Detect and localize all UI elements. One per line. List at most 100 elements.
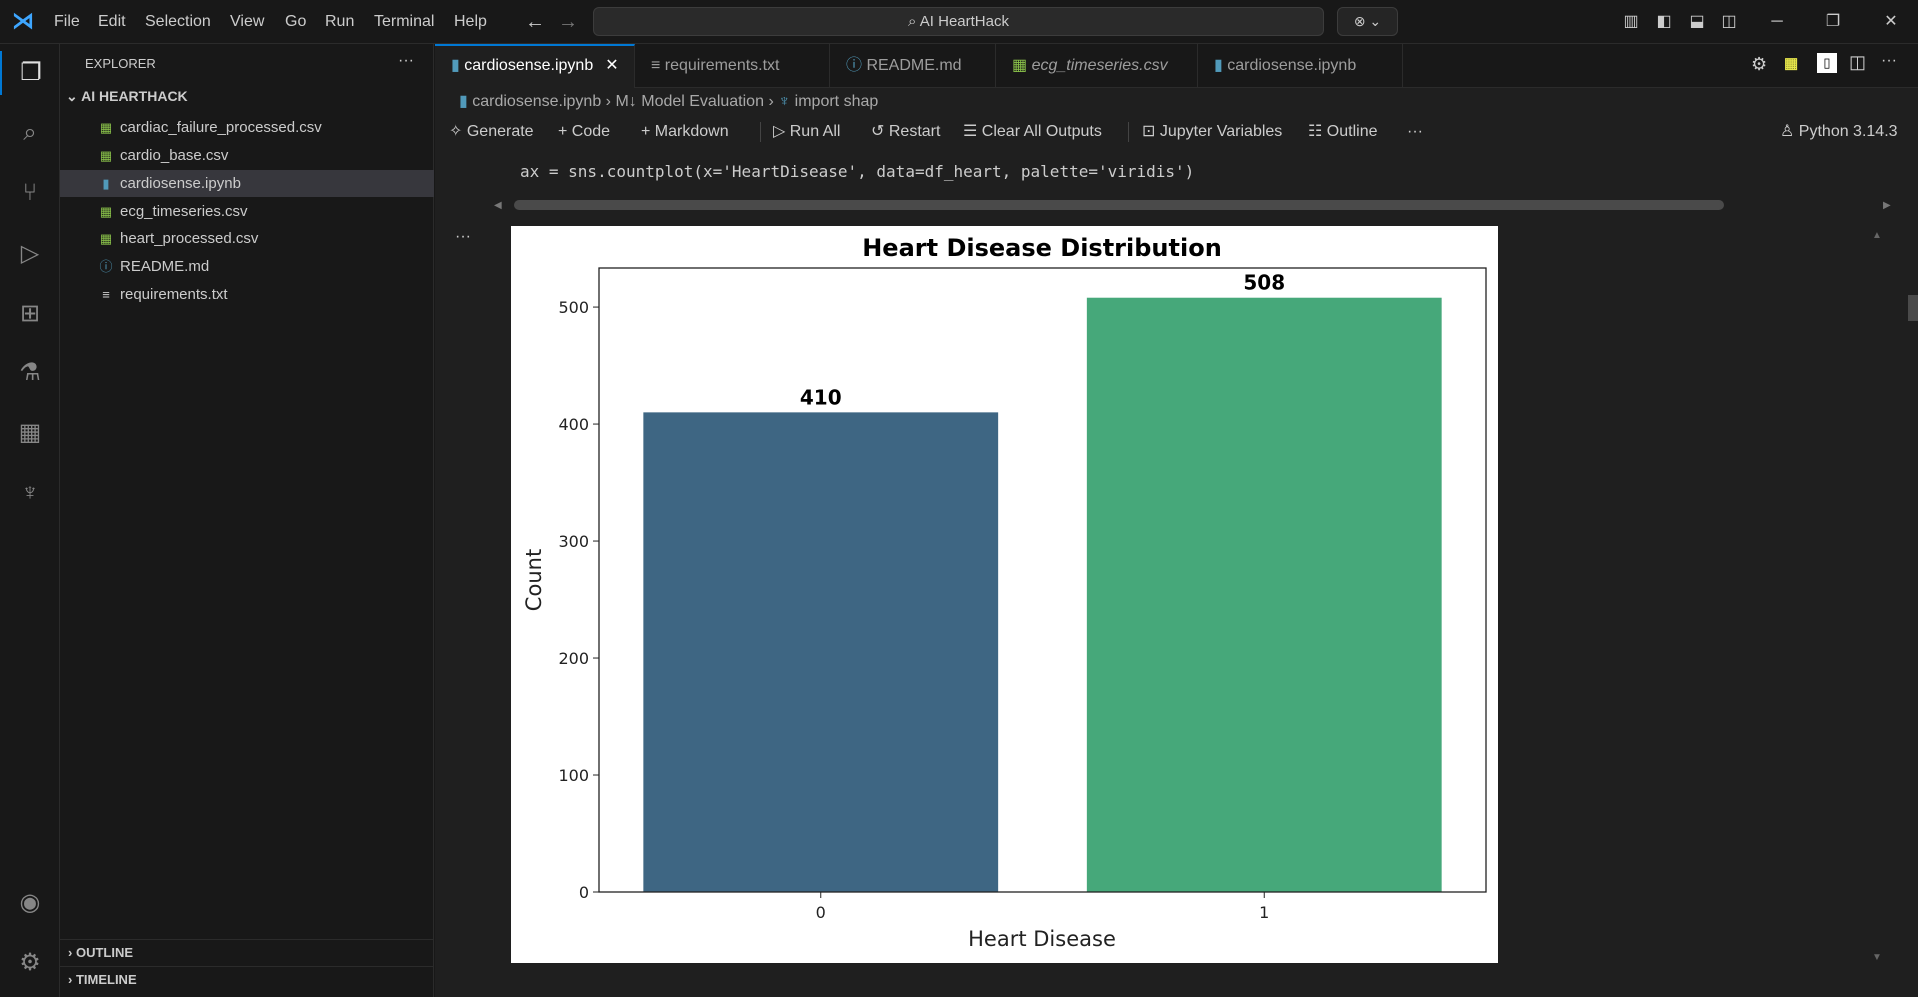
extensions-icon[interactable]: ⊞ [19,300,41,327]
file-item-selected[interactable]: ▮ cardiosense.ipynb [60,170,434,197]
tab-cardiosense-ipynb[interactable]: ▮ cardiosense.ipynb ✕ [435,44,635,88]
outline-button[interactable]: ☷ Outline [1308,118,1378,146]
scroll-right-icon[interactable]: ▶ [1883,200,1891,211]
y-tick-label: 400 [558,415,589,434]
jupyter-variables-button[interactable]: ⊡ Jupyter Variables [1142,118,1282,146]
file-name: requirements.txt [120,286,228,303]
search-view-icon[interactable]: ⌕ [23,119,37,146]
source-control-icon[interactable]: ⑂ [22,179,38,206]
code-cell-line[interactable]: ax = sns.countplot(x='HeartDisease', dat… [520,162,1195,181]
timeline-section[interactable]: › TIMELINE [60,966,434,992]
file-item[interactable]: ≡ requirements.txt [60,281,434,308]
tab-ecg-timeseries-csv[interactable]: ▦ ecg_timeseries.csv [996,44,1198,88]
jupyter-icon[interactable]: ▦ [18,419,42,446]
outline-label: Outline [1326,123,1378,140]
title-bar: ⋊ File Edit Selection View Go Run Termin… [0,0,1918,44]
close-tab-icon[interactable]: ✕ [605,57,619,74]
plus-icon: + [641,123,655,140]
close-window-icon[interactable]: ✕ [1884,13,1898,30]
notebook-file-icon: ▮ [1214,57,1228,74]
kernel-label: Python 3.14.3 [1798,123,1898,140]
tab-label: README.md [866,57,962,74]
explorer-icon[interactable]: ❐ [0,51,60,95]
file-name: cardio_base.csv [120,147,229,164]
scroll-down-icon[interactable]: ▼ [1872,952,1882,963]
copilot-button[interactable]: ⊗ ⌄ [1337,7,1398,36]
add-markdown-button[interactable]: + Markdown [641,118,729,146]
outline-section[interactable]: › OUTLINE [60,939,434,965]
split-editor-icon[interactable]: ◫ [1849,52,1867,72]
output-more-button[interactable]: ··· [455,228,471,245]
explorer-sidebar: EXPLORER ··· ⌄ AI HEARTHACK ▦ cardiac_fai… [60,44,434,997]
bar [643,412,999,892]
menu-help[interactable]: Help [454,13,487,30]
sparkle-icon: ✧ [449,123,467,140]
run-all-label: Run All [789,123,841,140]
horizontal-scrollbar[interactable] [514,200,1724,210]
file-item[interactable]: ▦ heart_processed.csv [60,225,434,252]
minimize-icon[interactable]: ─ [1771,13,1783,30]
text-file-icon: ≡ [102,287,110,302]
plus-icon: + [558,123,572,140]
chevron-right-icon: › [68,945,76,960]
y-tick-label: 500 [558,298,589,317]
more-actions-icon[interactable]: ··· [1881,52,1897,69]
jupyter-variables-icon[interactable]: ▦ [1784,55,1799,72]
scroll-up-icon[interactable]: ▲ [1872,230,1882,241]
chevron-right-icon: › [605,93,616,110]
vscode-logo-icon: ⋊ [12,8,34,33]
tab-requirements-txt[interactable]: ≡ requirements.txt [635,44,830,88]
menu-edit[interactable]: Edit [98,13,126,30]
menu-file[interactable]: File [54,13,80,30]
restart-button[interactable]: ↺ Restart [871,118,940,146]
forward-arrow-icon[interactable]: → [558,11,578,33]
toggle-layout-icon[interactable]: ▯ [1817,53,1837,73]
account-icon[interactable]: ◉ [19,889,41,916]
toggle-secondary-sidebar-icon[interactable]: ◫ [1721,13,1737,30]
y-tick-label: 100 [558,766,589,785]
notebook-settings-icon[interactable]: ⚙ [1751,54,1768,74]
menu-terminal[interactable]: Terminal [374,13,435,30]
testing-icon[interactable]: ⚗ [19,359,41,386]
toggle-panel-icon[interactable]: ⬓ [1689,13,1705,30]
tab-bar: ▮ cardiosense.ipynb ✕ ≡ requirements.txt … [435,44,1918,88]
command-center-search[interactable]: ⌕ AI HeartHack [593,7,1324,36]
settings-gear-icon[interactable]: ⚙ [19,949,41,976]
restore-icon[interactable]: ❐ [1825,13,1841,30]
code-label: Code [571,123,611,140]
run-debug-icon[interactable]: ▷ [20,240,40,267]
back-arrow-icon[interactable]: ← [525,11,545,33]
x-tick-label: 0 [816,903,826,922]
clear-label: Clear All Outputs [981,123,1102,140]
x-axis-label: Heart Disease [968,927,1116,951]
add-code-button[interactable]: + Code [558,118,610,146]
file-item[interactable]: ▦ ecg_timeseries.csv [60,198,434,225]
tab-cardiosense-ipynb-2[interactable]: ▮ cardiosense.ipynb [1198,44,1403,88]
python-icon[interactable]: ♆ [21,479,39,506]
menu-view[interactable]: View [230,13,265,30]
generate-button[interactable]: ✧ Generate [449,118,534,146]
vertical-scrollbar[interactable] [1908,295,1918,321]
clear-all-outputs-button[interactable]: ☰ Clear All Outputs [963,118,1102,146]
breadcrumb-item[interactable]: cardiosense.ipynb [472,93,602,110]
breadcrumb-item[interactable]: Model Evaluation [641,93,764,110]
kernel-picker[interactable]: ♙ Python 3.14.3 [1780,118,1898,146]
restart-icon: ↺ [871,123,889,140]
toolbar-more-button[interactable]: ··· [1407,123,1423,140]
explorer-more-button[interactable]: ··· [398,52,414,69]
file-item[interactable]: ⓘ README.md [60,253,434,280]
scroll-left-icon[interactable]: ◀ [494,200,502,211]
file-item[interactable]: ▦ cardio_base.csv [60,142,434,169]
run-all-button[interactable]: ▷ Run All [773,118,840,146]
menu-go[interactable]: Go [285,13,307,30]
folder-header[interactable]: ⌄ AI HEARTHACK [66,88,188,105]
breadcrumb-item[interactable]: import shap [794,93,879,110]
tab-readme-md[interactable]: ⓘ README.md [830,44,996,88]
search-text: AI HeartHack [919,13,1009,30]
toggle-sidebar-icon[interactable]: ◧ [1656,13,1672,30]
menu-run[interactable]: Run [325,13,355,30]
csv-file-icon: ▦ [99,148,113,163]
layout-custom-icon[interactable]: ▥ [1623,13,1639,30]
file-item[interactable]: ▦ cardiac_failure_processed.csv [60,114,434,141]
menu-selection[interactable]: Selection [145,13,211,30]
